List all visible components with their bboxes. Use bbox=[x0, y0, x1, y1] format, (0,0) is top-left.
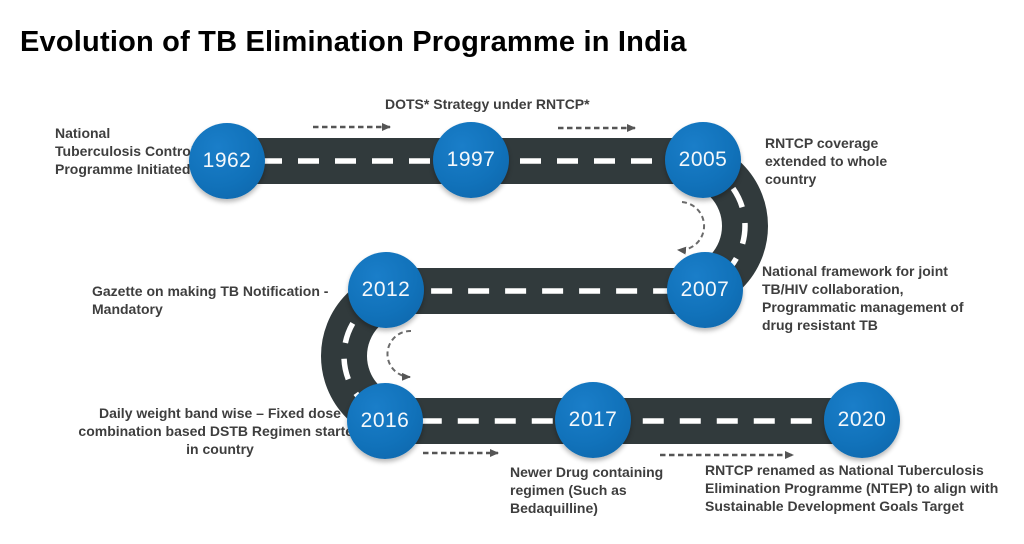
milestone-year: 2012 bbox=[361, 278, 411, 301]
milestone-year: 1962 bbox=[202, 149, 252, 172]
milestone-2012: 2012 bbox=[348, 252, 424, 328]
milestone-2005: 2005 bbox=[665, 122, 741, 198]
milestone-1997: 1997 bbox=[433, 122, 509, 198]
label-2012: Gazette on making TB Notification - Mand… bbox=[92, 283, 329, 317]
milestone-2017: 2017 bbox=[555, 382, 631, 458]
milestone-year: 2017 bbox=[568, 408, 618, 431]
flow-arrow-uturn-left-icon bbox=[386, 329, 412, 381]
label-2005: RNTCP coverage extended to whole country bbox=[765, 135, 888, 187]
milestone-2007: 2007 bbox=[667, 252, 743, 328]
milestone-year: 1997 bbox=[446, 148, 496, 171]
milestone-2020: 2020 bbox=[824, 382, 900, 458]
label-2016: Daily weight band wise – Fixed dose comb… bbox=[78, 405, 362, 457]
label-1962: National Tuberculosis Control Programme … bbox=[55, 125, 195, 177]
label-2020: RNTCP renamed as National Tuberculosis E… bbox=[705, 462, 999, 514]
milestone-2016: 2016 bbox=[347, 383, 423, 459]
milestone-1962: 1962 bbox=[189, 123, 265, 199]
page-title: Evolution of TB Elimination Programme in… bbox=[20, 26, 687, 58]
flow-arrow-uturn-right-icon bbox=[677, 201, 706, 255]
milestone-year: 2016 bbox=[360, 409, 410, 432]
label-1997: DOTS* Strategy under RNTCP* bbox=[385, 96, 590, 112]
milestone-year: 2007 bbox=[680, 278, 730, 301]
label-2007: National framework for joint TB/HIV coll… bbox=[762, 263, 964, 333]
road-centerline bbox=[230, 158, 865, 424]
milestone-year: 2020 bbox=[837, 408, 887, 431]
label-2017: Newer Drug containing regimen (Such as B… bbox=[510, 464, 664, 516]
milestone-year: 2005 bbox=[678, 148, 728, 171]
